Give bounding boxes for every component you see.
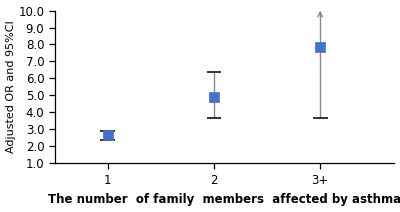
Point [317, 45, 323, 49]
X-axis label: The number  of family  members  affected by asthma: The number of family members affected by… [48, 193, 400, 206]
Y-axis label: Adjusted OR and 95%CI: Adjusted OR and 95%CI [6, 20, 16, 153]
Point [211, 95, 217, 99]
Point [105, 133, 111, 137]
